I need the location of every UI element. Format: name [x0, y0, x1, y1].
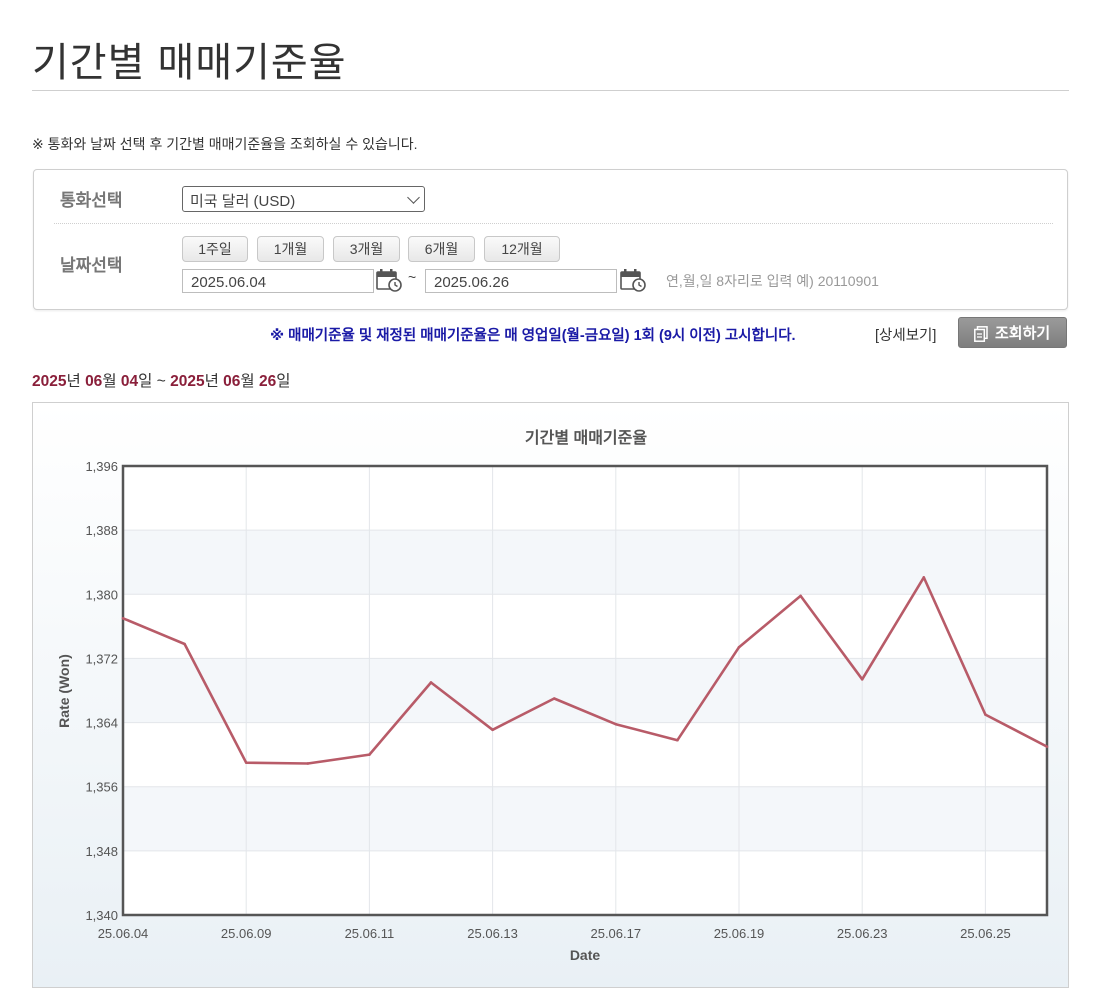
- rate-line-chart: 기간별 매매기준율 1,340 1,348 1,356 1,364 1,372 1,380…: [56, 429, 1049, 963]
- x-tick-label: 25.06.25: [960, 926, 1011, 941]
- y-tick-label: 1,364: [85, 716, 118, 731]
- year-suffix: 년: [66, 373, 86, 390]
- currency-select[interactable]: 미국 달러 (USD): [182, 186, 425, 212]
- x-tick-label: 25.06.04: [98, 926, 149, 941]
- range-end-year: 2025: [170, 373, 205, 390]
- rate-data-point: [984, 713, 987, 716]
- currency-select-value: 미국 달러 (USD): [190, 193, 296, 210]
- range-start-day: 04: [120, 373, 139, 390]
- y-tick-label: 1,372: [85, 651, 118, 666]
- x-axis-label: Date: [570, 947, 601, 963]
- y-tick-label: 1,356: [85, 780, 118, 795]
- row-divider: [54, 223, 1053, 224]
- grid-band: [123, 530, 1047, 595]
- y-tick-label: 1,396: [85, 459, 118, 474]
- year-suffix: 년: [204, 373, 224, 390]
- y-tick-label: 1,348: [85, 844, 118, 859]
- rate-data-point: [121, 617, 125, 620]
- grid-band: [123, 786, 1047, 851]
- start-date-input[interactable]: 2025.06.04: [182, 269, 374, 293]
- x-tick-label: 25.06.13: [467, 926, 518, 941]
- y-axis-label: Rate (Won): [56, 654, 72, 728]
- rate-data-point: [922, 576, 926, 579]
- search-form: 통화선택 미국 달러 (USD) 날짜선택 1주일 1개월 3개월 6개월 12…: [33, 169, 1068, 310]
- range-start-year: 2025: [32, 373, 67, 390]
- month-suffix: 월: [102, 373, 121, 390]
- rate-data-point: [676, 738, 679, 742]
- x-tick-label: 25.06.23: [837, 926, 888, 941]
- period-button-1week[interactable]: 1주일: [182, 236, 248, 262]
- end-date-input[interactable]: 2025.06.26: [425, 269, 617, 293]
- rate-data-point: [368, 753, 371, 756]
- period-button-6months[interactable]: 6개월: [408, 236, 475, 262]
- period-button-3months[interactable]: 3개월: [333, 236, 400, 262]
- y-tick-label: 1,380: [85, 587, 118, 602]
- currency-label: 통화선택: [60, 191, 123, 210]
- notice-text: ※ 통화와 날짜 선택 후 기간별 매매기준율을 조회하실 수 있습니다.: [32, 136, 418, 152]
- rate-data-point: [306, 762, 310, 765]
- title-divider: [32, 90, 1069, 91]
- document-icon: [974, 326, 988, 342]
- date-range-summary: 2025년 06월 04일 ~ 2025년 06월 26일: [32, 369, 290, 391]
- rate-series-line: [122, 576, 1048, 765]
- publication-notice: ※ 매매기준율 및 재정된 매매기준율은 매 영업일(월-금요일) 1회 (9시…: [270, 328, 796, 344]
- chart-title: 기간별 매매기준율: [525, 429, 647, 447]
- period-button-12months[interactable]: 12개월: [484, 236, 560, 262]
- chevron-down-icon: [407, 191, 420, 204]
- rate-data-point: [491, 728, 494, 732]
- plot-border: [121, 464, 1049, 917]
- rate-data-point: [244, 761, 248, 764]
- x-tick-label: 25.06.09: [221, 926, 272, 941]
- date-format-hint: 연,월,일 8자리로 입력 예) 20110901: [666, 273, 879, 289]
- rate-data-point: [860, 677, 864, 681]
- period-button-1month[interactable]: 1개월: [257, 236, 324, 262]
- range-end-month: 06: [223, 373, 241, 390]
- chart-panel: 기간별 매매기준율 1,340 1,348 1,356 1,364 1,372 1,380…: [32, 402, 1069, 988]
- calendar-icon[interactable]: [376, 268, 402, 292]
- rate-data-point: [183, 642, 186, 646]
- grid-band: [123, 658, 1047, 723]
- range-tilde: ~: [152, 373, 171, 390]
- search-button[interactable]: 조회하기: [958, 317, 1067, 348]
- rate-data-point: [1045, 745, 1049, 748]
- month-suffix: 월: [240, 373, 259, 390]
- rate-data-point: [799, 594, 802, 598]
- rate-data-point: [614, 722, 618, 726]
- search-button-label: 조회하기: [995, 325, 1051, 342]
- day-suffix: 일: [138, 373, 153, 390]
- date-label: 날짜선택: [60, 256, 123, 275]
- rate-data-point: [737, 645, 741, 649]
- x-tick-label: 25.06.17: [590, 926, 641, 941]
- range-end-day: 26: [258, 373, 277, 390]
- y-tick-label: 1,388: [85, 523, 118, 538]
- x-tick-label: 25.06.11: [345, 926, 395, 941]
- calendar-icon[interactable]: [620, 268, 646, 292]
- page-title: 기간별 매매기준율: [32, 41, 347, 85]
- range-start-month: 06: [85, 373, 103, 390]
- y-tick-label: 1,340: [85, 908, 118, 923]
- x-tick-label: 25.06.19: [714, 926, 765, 941]
- rate-data-point: [552, 697, 556, 700]
- date-separator: ~: [408, 269, 417, 285]
- day-suffix: 일: [276, 373, 291, 390]
- detail-link[interactable]: [상세보기]: [875, 328, 937, 344]
- rate-data-point: [429, 681, 433, 684]
